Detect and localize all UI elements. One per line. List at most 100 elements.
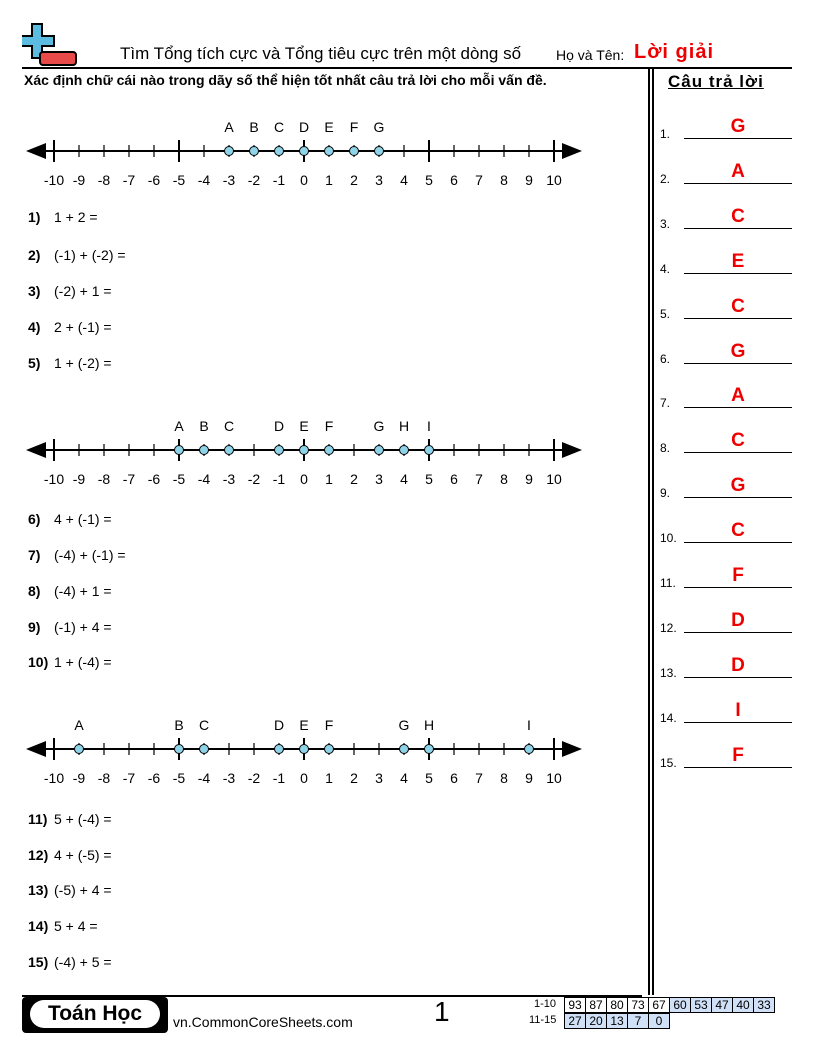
tick-label: 6 [450,770,458,786]
tick-label: -6 [148,471,161,487]
answer-number: 12. [660,620,677,635]
answer-row: 13. D [660,654,792,680]
question: 4) 2 + (-1) = [28,319,112,335]
tick-label: -10 [44,471,64,487]
tick-label: -9 [73,471,86,487]
question-number: 8) [28,583,41,599]
tick-label: 4 [400,770,408,786]
question: 13) (-5) + 4 = [28,882,112,898]
tick-label: 4 [400,471,408,487]
answer-row: 4. E [660,250,792,276]
score-cell: 40 [732,997,754,1013]
answer-value: G [730,116,746,137]
answer-row: 14. I [660,700,792,725]
tick-label: 9 [525,471,533,487]
question-text: (-4) + (-1) = [54,547,126,563]
tick-label: -9 [73,770,86,786]
answer-number: 4. [660,261,671,276]
answer-value: A [731,160,745,182]
point-label: E [299,717,308,733]
answer-line [684,182,792,184]
tick-label: -1 [273,172,286,188]
answer-line [684,138,792,139]
answer-number: 6. [660,351,671,366]
answer-line [684,721,792,723]
answer-row: 6. G [660,340,792,366]
question-text: 5 + 4 = [54,918,98,934]
tick-label: -5 [173,471,186,487]
arrow-right-icon [562,741,582,757]
point-label: F [325,717,334,733]
question: 2) (-1) + (-2) = [28,247,126,263]
point-label: D [274,717,284,733]
tick-label: 9 [525,770,533,786]
answer-value: E [731,250,745,272]
point-label: G [374,119,385,135]
answer-number: 7. [660,396,671,411]
brand-badge: Toán Học [22,997,168,1033]
question-number: 2) [28,247,41,263]
answer-line [684,407,792,409]
point-marker [199,445,209,455]
question-number: 9) [28,619,41,635]
tick-label: 10 [546,770,562,786]
tick-label: -6 [148,770,161,786]
answer-value: D [731,609,745,631]
answer-value: G [730,340,746,362]
answer-line [684,317,792,319]
score-table: 93 87 80 73 67 60 53 47 40 33 [564,997,775,1013]
answer-value: D [731,654,745,676]
point-label: B [199,418,208,434]
tick-label: -9 [73,172,86,188]
question: 10) 1 + (-4) = [28,654,112,670]
tick-label: 2 [350,172,358,188]
answer-number: 11. [660,576,676,590]
answer-number: 10. [660,531,677,546]
point-marker [349,146,359,156]
point-label: H [424,717,434,733]
question-text: 1 + 2 = [54,209,98,225]
question: 3) (-2) + 1 = [28,283,112,299]
answer-value: C [731,430,745,452]
answer-row: 1. G [660,116,792,141]
point-marker [224,146,234,156]
point-label: D [299,119,309,135]
tick-label: -10 [44,172,64,188]
question-number: 7) [28,547,41,563]
answer-row: 10. C [660,520,792,546]
question-text: (-5) + 4 = [54,882,112,898]
answer-number: 13. [660,665,677,680]
tick-label: -10 [44,770,64,786]
brand-label: Toán Học [30,1000,160,1028]
site-url[interactable]: vn.CommonCoreSheets.com [173,1014,353,1030]
point-marker [324,445,334,455]
question-number: 11) [28,811,48,827]
question-text: 4 + (-5) = [54,847,112,863]
tick-label: 6 [450,471,458,487]
tick-label: -3 [223,172,236,188]
point-label: D [274,418,284,434]
answer-number: 5. [660,306,671,321]
point-marker [274,146,284,156]
arrow-left-icon [26,442,46,458]
tick-label: 8 [500,770,508,786]
header-divider [22,67,792,69]
arrow-left-icon [26,741,46,757]
tick-label: 5 [425,471,433,487]
answer-line [684,587,792,588]
question: 8) (-4) + 1 = [28,583,112,599]
answer-number: 14. [660,710,677,725]
point-marker [74,744,84,754]
answer-number: 2. [660,171,671,186]
name-value: Lời giải [634,41,715,63]
point-marker [249,146,259,156]
page-number: 1 [434,996,450,1027]
point-label: B [249,119,258,135]
question-text: 5 + (-4) = [54,811,112,827]
question-text: 4 + (-1) = [54,511,112,527]
tick-label: 9 [525,172,533,188]
tick-label: -2 [248,471,261,487]
score-table: 27 20 13 7 0 [564,1013,670,1029]
point-label: G [374,418,385,434]
